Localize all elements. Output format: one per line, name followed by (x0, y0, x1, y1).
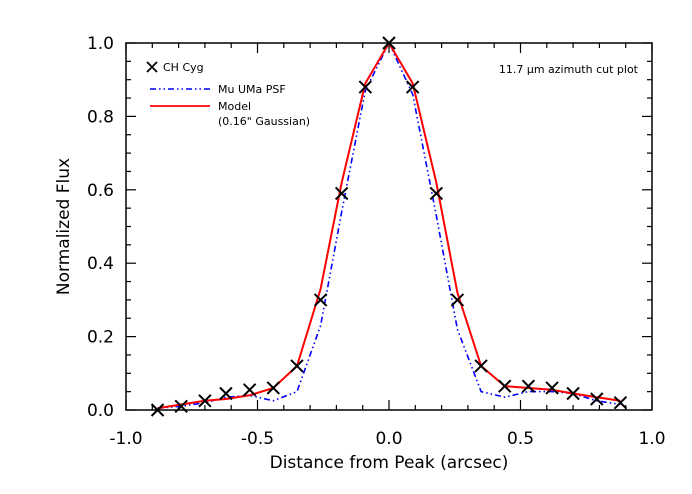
data-point-x-marker (590, 392, 604, 406)
y-tick-label: 0.0 (87, 401, 114, 421)
legend-label-ch-cyg: CH Cyg (163, 61, 204, 74)
data-point-x-marker (382, 36, 396, 50)
data-point-x-marker (450, 293, 465, 307)
y-tick-label: 0.6 (87, 181, 114, 201)
data-point-x-marker (474, 359, 488, 373)
data-point-x-marker (150, 403, 165, 417)
data-point-x-marker (242, 383, 257, 397)
y-axis: 0.0 0.2 0.4 0.6 0.8 1.0 (87, 34, 652, 421)
data-point-x-marker (266, 381, 280, 395)
data-point-x-marker (405, 80, 420, 94)
y-tick-label: 1.0 (87, 34, 114, 54)
series-layer (150, 36, 628, 417)
plot-annotation: 11.7 µm azimuth cut plot (499, 63, 639, 76)
data-point-x-marker (521, 379, 536, 393)
data-point-x-marker (290, 359, 304, 373)
x-tick-label: -0.5 (241, 429, 274, 449)
data-point-x-marker (313, 293, 328, 307)
series-line-model (157, 42, 621, 410)
legend-marker-x (146, 61, 158, 73)
legend-label-mu-uma: Mu UMa PSF (218, 83, 286, 96)
data-point-x-marker (358, 80, 373, 94)
y-tick-label: 0.8 (87, 107, 114, 127)
x-tick-label: 1.0 (638, 429, 665, 449)
y-tick-label: 0.4 (87, 254, 114, 274)
data-point-x-marker (613, 395, 628, 410)
plot-frame (125, 42, 653, 411)
y-tick-label: 0.2 (87, 328, 114, 348)
x-tick-label: 0.0 (375, 429, 402, 449)
data-point-x-marker (566, 386, 580, 401)
legend-label-model: Model (218, 100, 251, 113)
data-point-x-marker (429, 186, 444, 201)
data-point-x-marker (334, 186, 349, 201)
plot-area (125, 42, 653, 411)
data-point-x-marker (174, 399, 188, 414)
y-axis-title: Normalized Flux (54, 158, 74, 295)
legend-label-model-note: (0.16" Gaussian) (218, 115, 310, 128)
data-point-x-marker (545, 381, 559, 395)
x-tick-label: 0.5 (507, 429, 534, 449)
data-point-x-marker (198, 394, 212, 408)
x-tick-label: -1.0 (109, 429, 142, 449)
series-line-mu-uma-psf (157, 42, 621, 409)
data-point-x-marker (219, 386, 233, 401)
x-axis: -1.0 -0.5 0.0 0.5 1.0 (109, 43, 666, 449)
data-point-x-marker (498, 379, 512, 393)
x-axis-title: Distance from Peak (arcsec) (270, 453, 509, 473)
legend: CH Cyg Mu UMa PSF Model (0.16" Gaussian) (146, 61, 310, 128)
